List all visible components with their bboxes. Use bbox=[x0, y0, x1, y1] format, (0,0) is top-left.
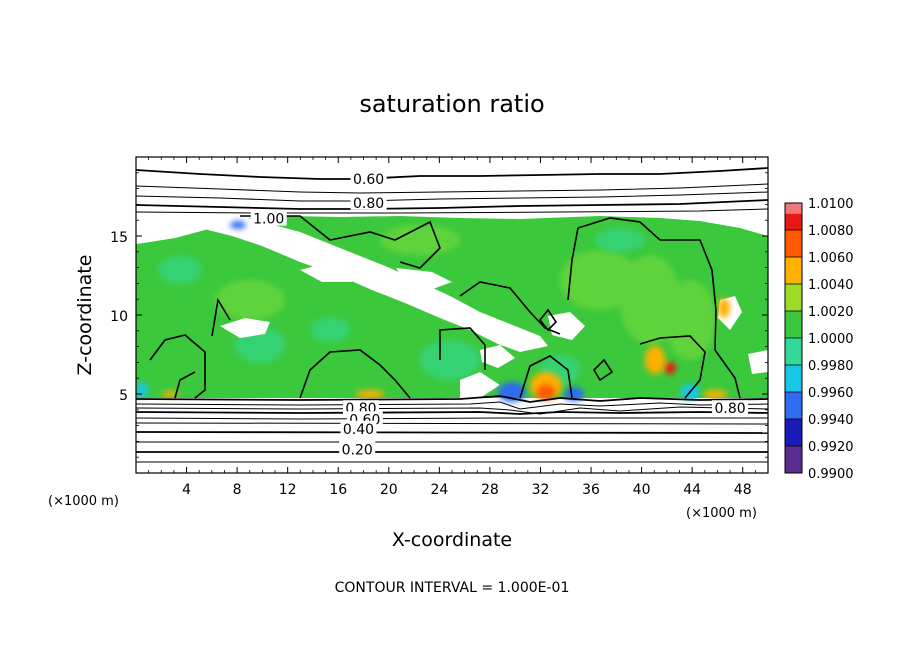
colorbar-swatch bbox=[785, 419, 802, 446]
upper-contours bbox=[136, 167, 768, 214]
plot-area: 0.600.801.000.800.600.400.200.80 bbox=[136, 157, 768, 473]
teal-shading bbox=[158, 228, 645, 385]
x-tick-label: 48 bbox=[734, 482, 752, 498]
colorbar-label: 1.0080 bbox=[808, 224, 854, 239]
colorbar-label: 0.9940 bbox=[808, 413, 854, 428]
colorbar: 0.9900 0.9920 0.9940 0.9960 0.9980 1.0000 1.00… bbox=[784, 197, 854, 482]
colorbar-label: 0.9980 bbox=[808, 359, 854, 374]
contour-label: 0.40 bbox=[343, 422, 374, 438]
lower-contours bbox=[136, 395, 768, 463]
colorbar-swatch-top bbox=[785, 203, 802, 214]
x-axis-unit: (×1000 m) bbox=[48, 494, 119, 509]
x-tick-label: 28 bbox=[481, 482, 499, 498]
x-axis-label: X-coordinate bbox=[392, 529, 512, 551]
contour-labels: 0.600.801.000.800.600.400.200.80 bbox=[250, 171, 749, 458]
y-tick-label: 5 bbox=[119, 388, 128, 404]
colorbar-swatch bbox=[785, 230, 802, 257]
colorbar-swatch bbox=[785, 311, 802, 338]
contour-label: 0.20 bbox=[342, 442, 373, 458]
x-axis: 4 8 12 16 20 24 28 32 36 40 44 48 bbox=[148, 157, 756, 498]
contour-label: 0.60 bbox=[353, 172, 384, 188]
x-tick-label: 24 bbox=[430, 482, 448, 498]
x-tick-label: 8 bbox=[233, 482, 242, 498]
high-ratio-spots bbox=[162, 298, 730, 400]
contour-label-background bbox=[339, 441, 376, 457]
colorbar-swatch bbox=[785, 257, 802, 284]
y-axis: 5 10 15 bbox=[110, 172, 768, 458]
chart-title: saturation ratio bbox=[359, 90, 544, 118]
colorbar-label: 1.0000 bbox=[808, 332, 854, 347]
colorbar-label: 1.0020 bbox=[808, 305, 854, 320]
y-axis-label: Z-coordinate bbox=[74, 255, 96, 376]
colorbar-label: 1.0060 bbox=[808, 251, 854, 266]
colorbar-swatch bbox=[785, 392, 802, 419]
x-tick-label: 32 bbox=[532, 482, 550, 498]
colorbar-label: 1.0100 bbox=[808, 197, 854, 212]
contour-label-background bbox=[350, 171, 387, 187]
colorbar-label: 0.9920 bbox=[808, 440, 854, 455]
colorbar-swatch bbox=[785, 338, 802, 365]
contour-label-background bbox=[340, 420, 377, 436]
contour-label-background bbox=[250, 210, 287, 226]
contour-label: 1.00 bbox=[253, 212, 284, 228]
contour-label-background bbox=[350, 194, 387, 210]
colorbar-label: 0.9900 bbox=[808, 467, 854, 482]
x-tick-label: 40 bbox=[633, 482, 651, 498]
contour-1.00 bbox=[149, 215, 741, 399]
x-tick-label: 4 bbox=[182, 482, 191, 498]
colorbar-swatch bbox=[785, 446, 802, 473]
x-tick-label: 16 bbox=[329, 482, 347, 498]
colorbar-label: 0.9960 bbox=[808, 386, 854, 401]
colorbar-swatch bbox=[785, 284, 802, 311]
x-tick-label: 20 bbox=[380, 482, 398, 498]
x-axis-unit-right: (×1000 m) bbox=[686, 506, 757, 521]
colorbar-label: 1.0040 bbox=[808, 278, 854, 293]
x-tick-label: 36 bbox=[582, 482, 600, 498]
contour-interval: CONTOUR INTERVAL = 1.000E-01 bbox=[335, 580, 570, 596]
colorbar-swatch bbox=[785, 365, 802, 392]
contour-label: 0.80 bbox=[353, 196, 384, 212]
x-tick-label: 12 bbox=[279, 482, 297, 498]
x-tick-label: 44 bbox=[683, 482, 701, 498]
contour-label-background bbox=[712, 400, 749, 416]
y-tick-label: 10 bbox=[110, 309, 128, 325]
y-tick-label: 15 bbox=[110, 230, 128, 246]
contour-label: 0.80 bbox=[714, 401, 745, 417]
